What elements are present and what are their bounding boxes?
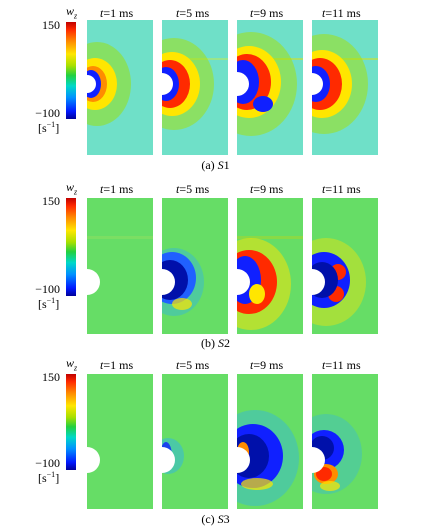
colorbar-min-tick: −100 — [35, 106, 60, 120]
colorbar — [66, 198, 76, 296]
colorbar-symbol: wz — [66, 180, 78, 197]
snapshot-panel — [312, 20, 378, 155]
time-label: t=5 ms — [176, 182, 210, 196]
figure-row-a: wz 150 −100 [s−1] t=1 ms t=5 ms t=9 ms t… — [0, 0, 431, 175]
colorbar-max-tick: 150 — [42, 18, 60, 32]
colorbar-symbol: wz — [66, 356, 78, 373]
time-label: t=5 ms — [176, 358, 210, 372]
vorticity-field — [162, 198, 228, 334]
vorticity-field — [237, 198, 303, 334]
colorbar-max-tick: 150 — [42, 370, 60, 384]
time-label: t=1 ms — [100, 182, 134, 196]
snapshot-panel — [87, 198, 153, 334]
vorticity-field — [237, 20, 303, 155]
snapshot-panel — [237, 374, 303, 509]
time-label: t=11 ms — [322, 182, 361, 196]
figure-row-c: wz 150 −100 [s−1] t=1 ms t=5 ms t=9 ms t… — [0, 354, 431, 531]
time-label: t=9 ms — [250, 358, 284, 372]
vorticity-field — [312, 20, 378, 155]
vorticity-field — [237, 374, 303, 509]
colorbar-unit: [s−1] — [38, 120, 60, 135]
colorbar-unit: [s−1] — [38, 470, 60, 485]
vorticity-field — [87, 374, 153, 509]
time-label: t=11 ms — [322, 6, 361, 20]
snapshot-panel — [312, 198, 378, 334]
time-label: t=1 ms — [100, 358, 134, 372]
vorticity-field — [312, 198, 378, 334]
vorticity-field — [312, 374, 378, 509]
vorticity-field — [87, 20, 153, 155]
time-label: t=9 ms — [250, 182, 284, 196]
colorbar-min-tick: −100 — [35, 282, 60, 296]
snapshot-panel — [237, 20, 303, 155]
time-label: t=1 ms — [100, 6, 134, 20]
colorbar-min-tick: −100 — [35, 456, 60, 470]
time-label: t=9 ms — [250, 6, 284, 20]
time-label: t=11 ms — [322, 358, 361, 372]
caption-c: (c) S3 — [201, 512, 230, 526]
snapshot-panel — [162, 20, 228, 155]
snapshot-panel — [162, 374, 228, 509]
snapshot-panel — [87, 20, 153, 155]
colorbar-max-tick: 150 — [42, 194, 60, 208]
caption-b: (b) S2 — [201, 336, 230, 350]
snapshot-panel — [87, 374, 153, 509]
colorbar — [66, 22, 76, 119]
snapshot-panel — [312, 374, 378, 509]
time-label: t=5 ms — [176, 6, 210, 20]
colorbar-unit: [s−1] — [38, 296, 60, 311]
vorticity-field — [87, 198, 153, 334]
figure-row-b: wz 150 −100 [s−1] t=1 ms t=5 ms t=9 ms t… — [0, 178, 431, 353]
vorticity-field — [162, 374, 228, 509]
snapshot-panel — [237, 198, 303, 334]
colorbar-symbol: wz — [66, 4, 78, 21]
caption-a: (a) S1 — [201, 158, 230, 172]
colorbar — [66, 374, 76, 470]
vorticity-field — [162, 20, 228, 155]
snapshot-panel — [162, 198, 228, 334]
